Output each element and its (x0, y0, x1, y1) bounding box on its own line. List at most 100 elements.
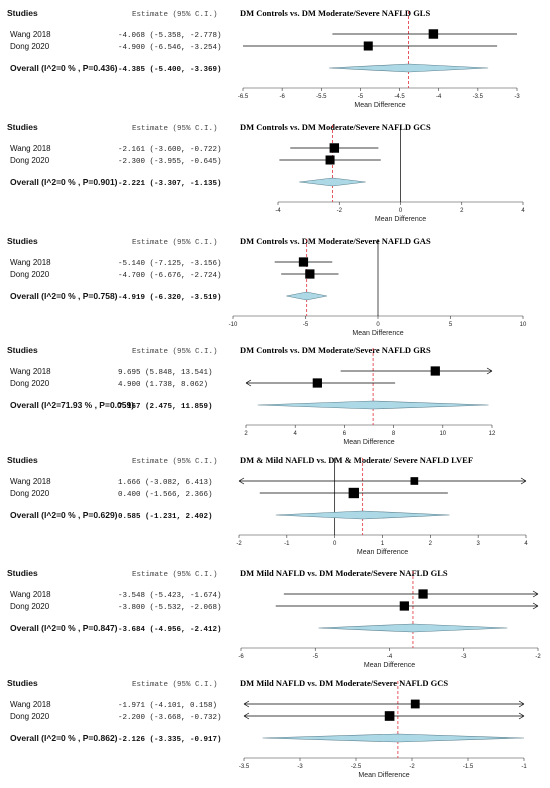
study-name: Wang 2018 (10, 700, 51, 709)
x-tick-label: 2 (460, 208, 464, 214)
estimate-header: Estimate (95% C.I.) (132, 239, 218, 247)
ci-arrow-right (518, 700, 525, 708)
ci-arrow-left (245, 379, 252, 387)
estimate-header: Estimate (95% C.I.) (132, 458, 218, 466)
study-estimate: 9.695 (5.848, 13.541) (118, 369, 213, 377)
study-estimate: -4.700 (-6.676, -2.724) (118, 272, 222, 280)
study-weight-box (329, 143, 340, 153)
overall-label: Overall (I^2=0 % , P=0.862) (10, 733, 118, 743)
plot-title: DM Controls vs. DM Moderate/Severe NAFLD… (240, 236, 431, 246)
plot-title: DM Controls vs. DM Moderate/Severe NAFLD… (240, 8, 430, 18)
ci-arrow-left (243, 700, 250, 708)
x-tick-label: 3 (476, 541, 480, 547)
overall-diamond (275, 510, 450, 520)
study-weight-box (418, 589, 428, 599)
study-estimate: -2.161 (-3.600, -0.722) (118, 146, 222, 154)
estimate-header: Estimate (95% C.I.) (132, 125, 218, 133)
x-tick-label: -6.5 (238, 94, 249, 100)
study-estimate: -4.068 (-5.358, -2.778) (118, 32, 222, 40)
x-tick-label: 10 (439, 431, 446, 437)
study-weight-box (348, 487, 359, 499)
x-tick-label: 0 (399, 208, 403, 214)
plot-title: DM & Mild NAFLD vs. DM & Moderate/ Sever… (240, 455, 473, 465)
overall-label: Overall (I^2=0 % , P=0.629) (10, 510, 118, 520)
overall-label: Overall (I^2=71.93 % , P=0.059) (10, 400, 134, 410)
x-tick-label: -10 (229, 322, 238, 328)
x-axis-label: Mean Difference (354, 102, 405, 109)
x-tick-label: 2 (244, 431, 248, 437)
forest-panel-6: Studies Estimate (95% C.I.) DM Mild NAFLD … (7, 568, 541, 669)
x-tick-label: -4 (436, 94, 442, 100)
x-tick-label: -1.5 (463, 764, 474, 770)
overall-label: Overall (I^2=0 % , P=0.901) (10, 177, 118, 187)
x-tick-label: -5 (358, 94, 364, 100)
study-name: Dong 2020 (10, 712, 50, 721)
forest-panel-2: Studies Estimate (95% C.I.) DM Controls vs… (7, 122, 525, 223)
x-tick-label: 5 (449, 322, 453, 328)
study-estimate: 1.666 (-3.082, 6.413) (118, 479, 213, 487)
study-weight-box (305, 269, 315, 279)
x-tick-label: -2.5 (351, 764, 362, 770)
study-estimate: -4.900 (-6.546, -3.254) (118, 44, 222, 52)
study-name: Wang 2018 (10, 30, 51, 39)
x-axis-label: Mean Difference (364, 662, 415, 669)
x-tick-label: 8 (392, 431, 396, 437)
study-name: Dong 2020 (10, 156, 50, 165)
overall-label: Overall (I^2=0 % , P=0.847) (10, 623, 118, 633)
x-tick-label: -3.5 (473, 94, 484, 100)
overall-estimate: -2.126 (-3.335, -0.917) (118, 736, 222, 744)
study-weight-box (312, 378, 322, 388)
x-tick-label: 12 (489, 431, 496, 437)
x-tick-label: -1 (284, 541, 290, 547)
study-name: Dong 2020 (10, 489, 50, 498)
overall-diamond (318, 623, 508, 633)
plot-title: DM Mild NAFLD vs. DM Moderate/Severe NAF… (240, 678, 448, 688)
overall-estimate: 7.167 (2.475, 11.859) (118, 403, 213, 411)
overall-label: Overall (I^2=0 % , P=0.758) (10, 291, 118, 301)
x-tick-label: -4 (275, 208, 281, 214)
x-tick-label: -2 (236, 541, 242, 547)
x-tick-label: -3 (461, 654, 467, 660)
overall-estimate: 0.585 (-1.231, 2.402) (118, 513, 213, 521)
study-weight-box (325, 155, 335, 165)
x-tick-label: -6 (238, 654, 244, 660)
ci-arrow-right (520, 477, 527, 485)
overall-diamond (299, 177, 366, 187)
overall-diamond (286, 291, 328, 301)
overall-diamond (262, 733, 525, 743)
overall-estimate: -2.221 (-3.307, -1.135) (118, 180, 222, 188)
study-estimate: -2.300 (-3.955, -0.645) (118, 158, 222, 166)
study-name: Dong 2020 (10, 379, 50, 388)
x-tick-label: 10 (520, 322, 527, 328)
x-axis-label: Mean Difference (375, 216, 426, 223)
forest-panel-7: Studies Estimate (95% C.I.) DM Mild NAFLD … (7, 678, 527, 779)
overall-estimate: -4.919 (-6.320, -3.519) (118, 294, 222, 302)
forest-panel-3: Studies Estimate (95% C.I.) DM Controls vs… (7, 236, 527, 337)
overall-diamond (329, 63, 489, 73)
x-tick-label: -2 (535, 654, 541, 660)
x-tick-label: -2 (409, 764, 415, 770)
x-tick-label: -6 (279, 94, 285, 100)
x-tick-label: 4 (294, 431, 298, 437)
x-tick-label: -5 (313, 654, 319, 660)
study-weight-box (410, 477, 419, 485)
studies-header: Studies (7, 455, 38, 465)
study-name: Wang 2018 (10, 258, 51, 267)
x-axis-label: Mean Difference (352, 330, 403, 337)
forest-panel-5: Studies Estimate (95% C.I.) DM & Mild NAFL… (7, 455, 528, 556)
overall-estimate: -4.385 (-5.400, -3.369) (118, 66, 222, 74)
estimate-header: Estimate (95% C.I.) (132, 571, 218, 579)
study-weight-box (430, 366, 440, 376)
studies-header: Studies (7, 236, 38, 246)
study-name: Wang 2018 (10, 590, 51, 599)
x-axis-label: Mean Difference (358, 772, 409, 779)
study-name: Wang 2018 (10, 367, 51, 376)
study-weight-box (399, 601, 409, 611)
study-weight-box (363, 41, 373, 51)
estimate-header: Estimate (95% C.I.) (132, 11, 218, 19)
x-tick-label: 0 (333, 541, 337, 547)
x-tick-label: 4 (521, 208, 525, 214)
x-axis-label: Mean Difference (343, 439, 394, 446)
study-name: Wang 2018 (10, 477, 51, 486)
